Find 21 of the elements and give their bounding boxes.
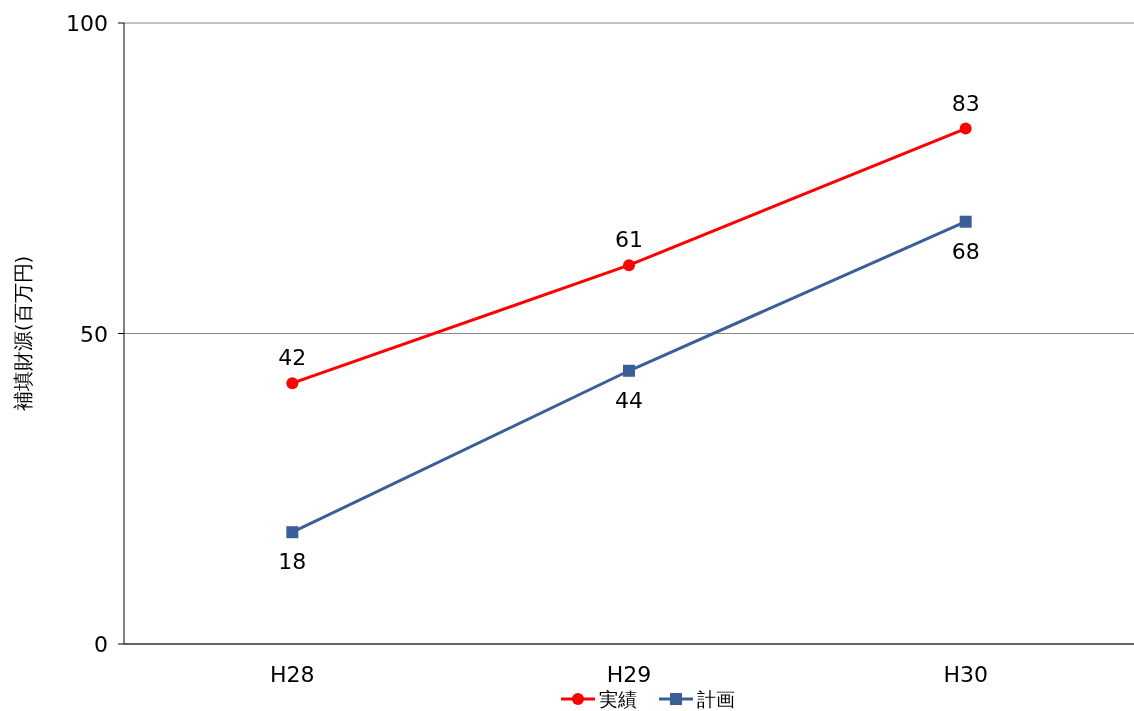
data-label: 61 [615, 227, 643, 253]
legend-label: 実績 [599, 688, 637, 710]
point [623, 259, 635, 272]
point [959, 215, 972, 228]
y-tick-label: 0 [94, 632, 108, 657]
point [286, 377, 299, 390]
point [959, 122, 972, 135]
point [286, 526, 299, 539]
y-tick-label: 100 [66, 11, 108, 36]
data-label: 68 [951, 238, 980, 264]
x-tick-label: H28 [270, 662, 315, 687]
data-label: 18 [278, 549, 307, 575]
y-tick-label: 50 [80, 321, 108, 347]
data-label: 83 [951, 90, 980, 116]
y-axis-title: 補填財源(百万円) [11, 255, 35, 412]
legend-label: 計画 [697, 688, 735, 710]
data-label: 42 [278, 345, 307, 371]
x-tick-label: H30 [943, 662, 988, 687]
point [623, 364, 635, 377]
data-label: 44 [615, 387, 643, 413]
x-tick-label: H29 [606, 662, 652, 687]
